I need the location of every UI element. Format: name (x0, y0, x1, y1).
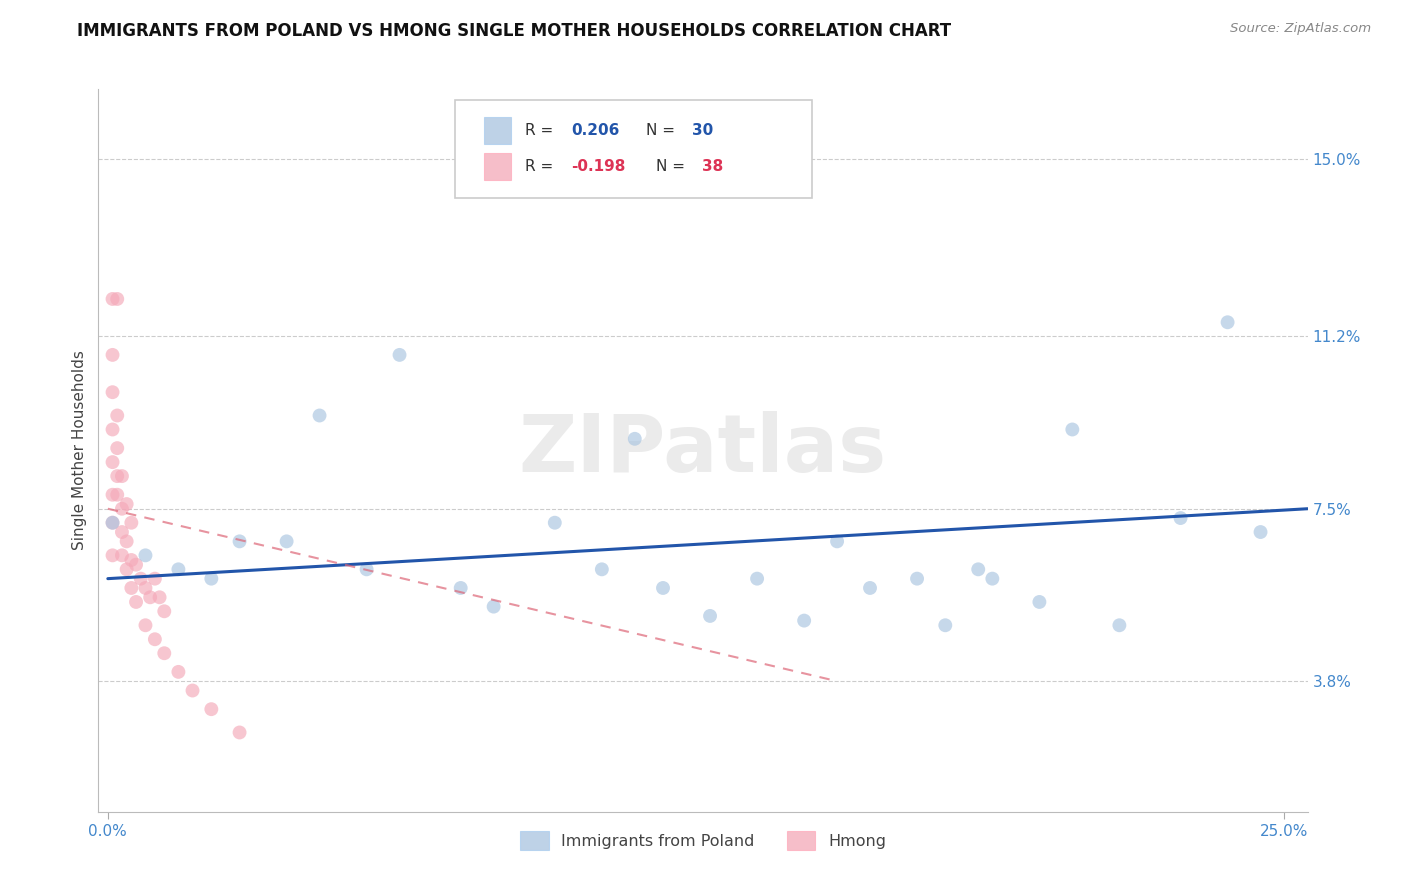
Point (745, 572, 768, 586)
Text: R =: R = (526, 159, 558, 174)
Point (1170, 511, 1192, 525)
Text: N =: N = (647, 123, 681, 138)
Point (591, 562, 613, 576)
Text: 30: 30 (692, 123, 713, 138)
Point (125, 558, 148, 572)
Point (153, 646, 176, 660)
Point (129, 572, 152, 586)
Text: ZIPatlas: ZIPatlas (519, 411, 887, 490)
Point (111, 501, 134, 516)
Point (967, 562, 990, 576)
Point (149, 591, 172, 605)
Point (101, 488, 124, 502)
Point (111, 549, 134, 563)
Point (167, 562, 190, 576)
Point (111, 469, 134, 483)
Point (101, 348, 124, 362)
Point (125, 595, 148, 609)
Point (859, 581, 882, 595)
Point (105, 441, 128, 455)
Point (308, 409, 330, 423)
Point (101, 549, 124, 563)
Point (388, 348, 411, 362)
Point (623, 432, 645, 446)
Point (120, 581, 142, 595)
Point (1028, 595, 1050, 609)
Point (825, 534, 848, 549)
Point (115, 562, 138, 576)
Point (200, 702, 222, 716)
Text: Source: ZipAtlas.com: Source: ZipAtlas.com (1230, 22, 1371, 36)
Point (450, 581, 472, 595)
Point (228, 534, 250, 549)
Point (105, 292, 128, 306)
Point (200, 572, 222, 586)
Point (111, 524, 134, 539)
Text: 38: 38 (702, 159, 723, 174)
Point (1216, 315, 1239, 329)
Text: -0.198: -0.198 (571, 159, 626, 174)
Point (101, 516, 124, 530)
Point (105, 409, 128, 423)
Point (1250, 524, 1272, 539)
Y-axis label: Single Mother Households: Single Mother Households (72, 351, 87, 550)
FancyBboxPatch shape (456, 100, 811, 198)
Point (143, 632, 166, 647)
FancyBboxPatch shape (484, 153, 510, 180)
Point (356, 562, 378, 576)
Point (143, 572, 166, 586)
Point (120, 516, 142, 530)
Point (482, 599, 505, 614)
Point (228, 725, 250, 739)
Point (699, 609, 721, 624)
Point (101, 516, 124, 530)
Point (101, 422, 124, 436)
Point (1108, 618, 1130, 632)
Point (134, 549, 156, 563)
Text: IMMIGRANTS FROM POLAND VS HMONG SINGLE MOTHER HOUSEHOLDS CORRELATION CHART: IMMIGRANTS FROM POLAND VS HMONG SINGLE M… (77, 22, 952, 40)
Point (1062, 422, 1084, 436)
Point (544, 516, 567, 530)
FancyBboxPatch shape (484, 117, 510, 145)
Point (934, 618, 956, 632)
Legend: Immigrants from Poland, Hmong: Immigrants from Poland, Hmong (512, 823, 894, 858)
Point (276, 534, 298, 549)
Point (134, 618, 156, 632)
Point (105, 469, 128, 483)
Point (115, 534, 138, 549)
Point (105, 488, 128, 502)
Point (101, 455, 124, 469)
Point (115, 497, 138, 511)
Point (181, 683, 204, 698)
Point (153, 604, 176, 618)
Point (981, 572, 1004, 586)
Point (134, 581, 156, 595)
Point (101, 385, 124, 400)
Point (101, 292, 124, 306)
Text: R =: R = (526, 123, 558, 138)
Point (905, 572, 928, 586)
Point (793, 614, 815, 628)
Text: N =: N = (655, 159, 690, 174)
Point (139, 591, 162, 605)
Point (652, 581, 675, 595)
Point (120, 553, 142, 567)
Point (167, 665, 190, 679)
Text: 0.206: 0.206 (571, 123, 620, 138)
